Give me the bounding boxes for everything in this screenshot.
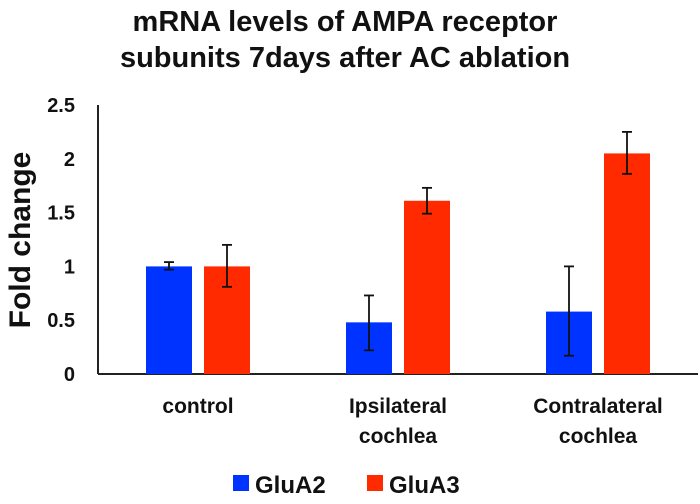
error-bar-glua2-0: [164, 261, 174, 271]
category-label-1-0: Ipsilateral: [349, 395, 447, 418]
y-tick-label: 1: [64, 256, 75, 278]
title-line-2: subunits 7days after AC ablation: [120, 42, 570, 74]
y-axis-label-group: Fold change: [4, 152, 37, 329]
error-bar-glua3-2: [622, 130, 632, 175]
category-label-2-1: cochlea: [559, 425, 638, 448]
legend-swatch-glua3: [367, 475, 383, 491]
y-tick-label: 0.5: [47, 310, 75, 332]
category-label-0-0: control: [162, 395, 233, 418]
y-tick-label: 2.5: [47, 95, 75, 117]
bar-glua2-0: [146, 266, 192, 374]
error-bars: [164, 130, 632, 357]
legend: GluA2 GluA3: [233, 472, 460, 499]
legend-label-glua3: GluA3: [389, 472, 460, 499]
bar-glua3-1: [404, 200, 450, 374]
error-bar-glua2-2: [564, 265, 574, 357]
y-tick-label: 2: [64, 149, 75, 171]
legend-label-glua2: GluA2: [255, 472, 326, 499]
y-tick-label: 0: [64, 364, 75, 386]
x-axis-categories: control Ipsilateral cochlea Contralateral co…: [162, 395, 662, 448]
category-label-1-1: cochlea: [359, 425, 438, 448]
legend-swatch-glua2: [233, 475, 249, 491]
error-bar-glua3-0: [222, 243, 232, 288]
y-axis-label: Fold change: [4, 152, 37, 329]
error-bar-glua3-1: [422, 186, 432, 215]
chart-title: mRNA levels of AMPA receptor subunits 7da…: [120, 6, 570, 74]
y-axis-ticks: 0 0.5 1 1.5 2 2.5: [47, 95, 75, 386]
y-tick-label: 1.5: [47, 203, 75, 225]
error-bar-glua2-1: [364, 294, 374, 352]
axes: [97, 105, 698, 375]
category-label-2-0: Contralateral: [533, 395, 663, 418]
title-line-1: mRNA levels of AMPA receptor: [133, 6, 558, 38]
bar-glua3-2: [604, 153, 650, 374]
bars: [146, 153, 650, 374]
